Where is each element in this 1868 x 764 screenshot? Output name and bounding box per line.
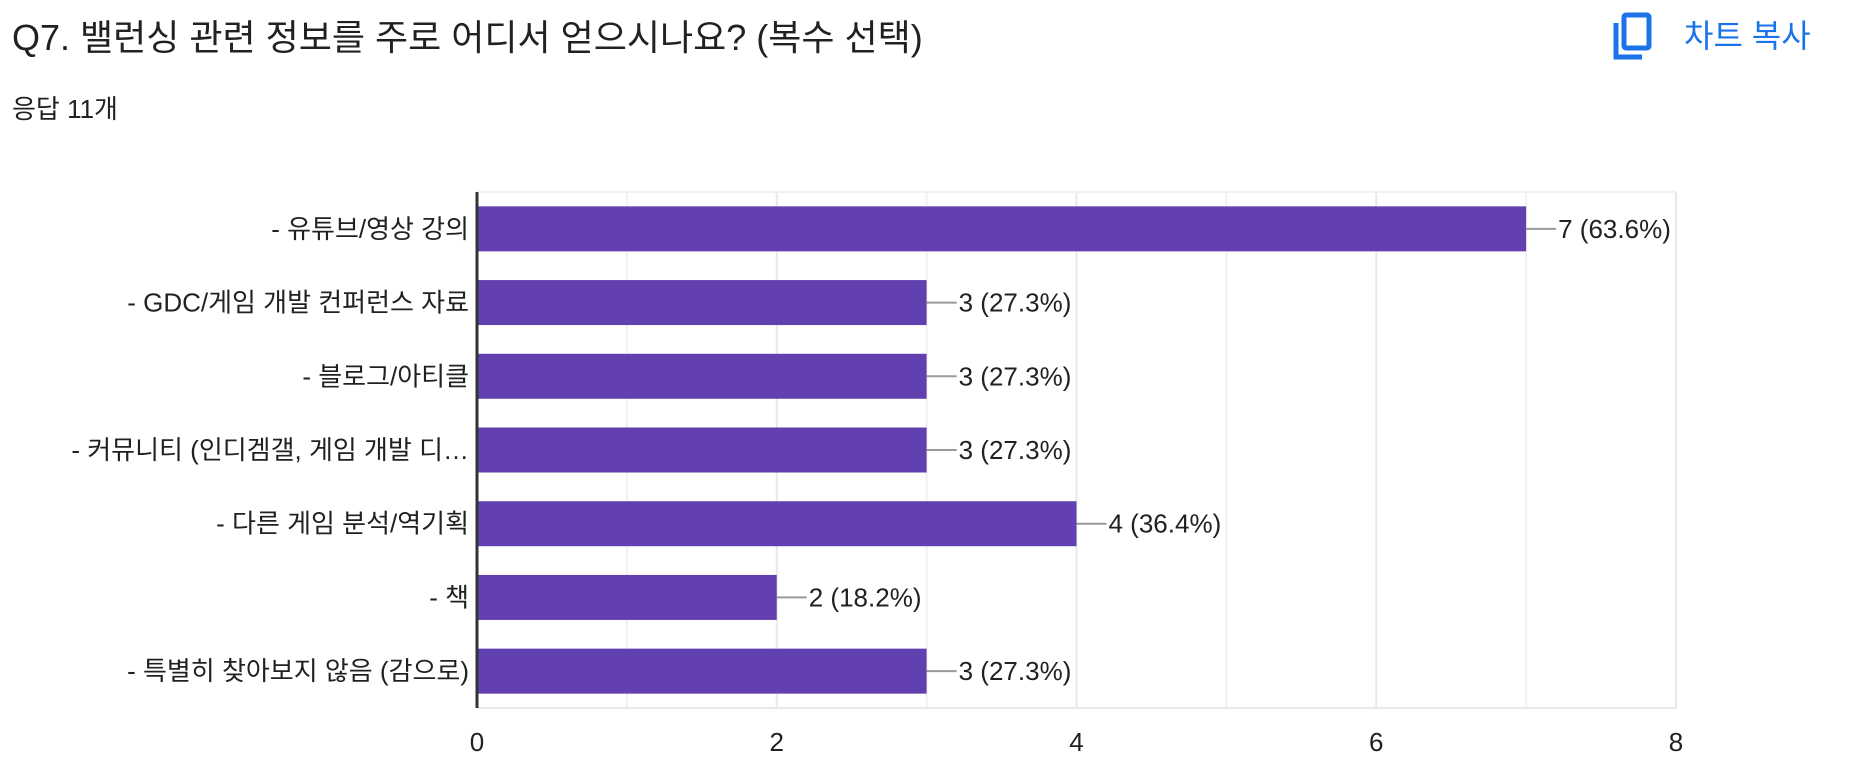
x-tick-label: 0 xyxy=(470,727,484,757)
value-label: 3 (27.3%) xyxy=(959,288,1072,318)
bar xyxy=(477,648,927,694)
copy-chart-button[interactable]: 차트 복사 xyxy=(1600,8,1821,64)
bar xyxy=(477,427,927,473)
bar xyxy=(477,501,1077,547)
value-label: 2 (18.2%) xyxy=(809,582,922,612)
value-label: 7 (63.6%) xyxy=(1558,214,1671,244)
value-label: 3 (27.3%) xyxy=(959,361,1072,391)
bar xyxy=(477,206,1527,252)
category-label: - 블로그/아티클 xyxy=(302,361,469,391)
x-tick-label: 6 xyxy=(1369,727,1383,757)
x-tick-label: 8 xyxy=(1669,727,1683,757)
value-label: 3 (27.3%) xyxy=(959,435,1072,465)
copy-chart-label: 차트 복사 xyxy=(1684,18,1811,54)
category-label: - 특별히 찾아보지 않음 (감으로) xyxy=(127,656,469,686)
x-tick-label: 4 xyxy=(1069,727,1083,757)
x-tick-label: 2 xyxy=(770,727,784,757)
response-count: 응답 11개 xyxy=(12,94,118,124)
category-label: - 책 xyxy=(429,582,469,612)
value-label: 3 (27.3%) xyxy=(959,656,1072,686)
copy-icon xyxy=(1610,11,1654,61)
bar xyxy=(477,353,927,399)
question-title: Q7. 밸런싱 관련 정보를 주로 어디서 얻으시나요? (복수 선택) xyxy=(12,17,923,58)
value-label: 4 (36.4%) xyxy=(1109,509,1222,539)
category-label: - 다른 게임 분석/역기획 xyxy=(216,509,469,539)
category-label: - 커뮤니티 (인디겜갤, 게임 개발 디… xyxy=(71,435,469,465)
category-label: - 유튜브/영상 강의 xyxy=(271,214,469,244)
bar xyxy=(477,574,777,620)
bar xyxy=(477,280,927,326)
category-label: - GDC/게임 개발 컨퍼런스 자료 xyxy=(127,288,469,318)
